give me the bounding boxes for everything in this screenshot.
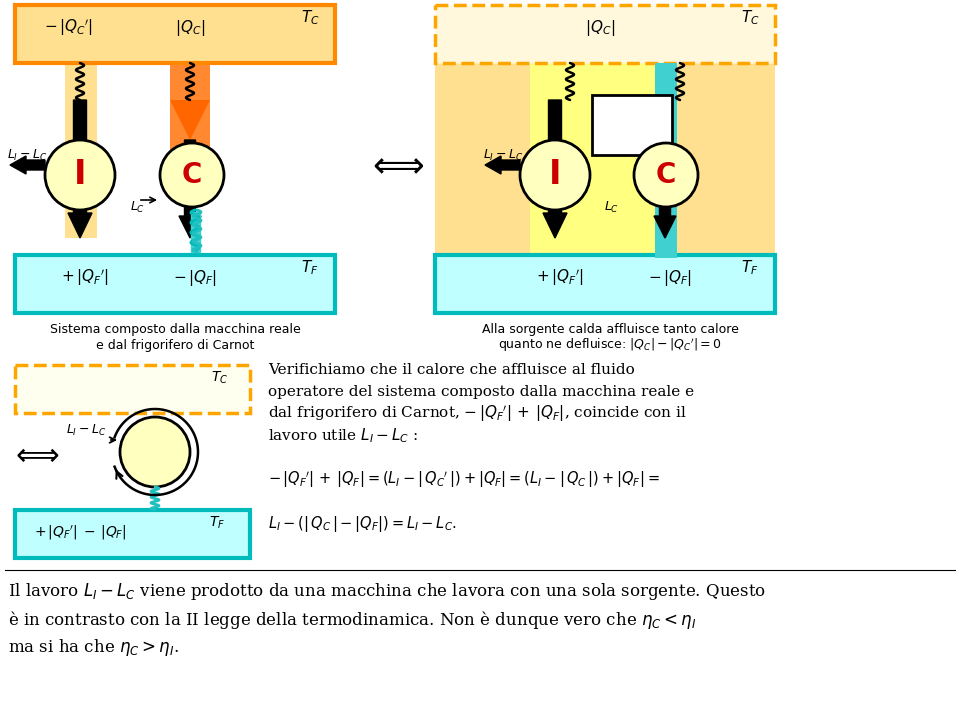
Circle shape — [634, 143, 698, 207]
Text: $\Longleftrightarrow$: $\Longleftrightarrow$ — [366, 148, 424, 182]
Text: $T_F$: $T_F$ — [741, 258, 758, 277]
Text: $L_I - L_C$: $L_I - L_C$ — [7, 148, 47, 163]
Bar — [435, 5, 775, 63]
Circle shape — [45, 140, 115, 210]
Text: $T_C$: $T_C$ — [741, 9, 759, 27]
Text: I: I — [549, 159, 562, 191]
Text: $L_C$: $L_C$ — [605, 199, 619, 214]
Polygon shape — [190, 212, 200, 252]
Text: $-\,|Q_F{}^{\prime}|\,+\,|Q_F| = (L_I - |\,Q_C{}^{\prime}\,|) + |Q_F| = (L_I - |: $-\,|Q_F{}^{\prime}|\,+\,|Q_F| = (L_I - … — [268, 470, 660, 491]
Text: $-\,|Q_C{}^{\prime}|$: $-\,|Q_C{}^{\prime}|$ — [43, 18, 92, 39]
Text: $|Q_C|$: $|Q_C|$ — [585, 18, 615, 38]
Polygon shape — [179, 140, 201, 238]
Text: Il lavoro $L_I - L_C$ viene prodotto da una macchina che lavora con una sola sor: Il lavoro $L_I - L_C$ viene prodotto da … — [8, 581, 766, 603]
Bar — [15, 255, 335, 313]
Text: $L_I - L_C$: $L_I - L_C$ — [483, 148, 523, 163]
Text: $L_C$: $L_C$ — [131, 199, 146, 214]
Text: $|Q_C|$: $|Q_C|$ — [175, 18, 205, 38]
Text: $T_F$: $T_F$ — [301, 258, 319, 277]
Polygon shape — [543, 100, 567, 238]
Polygon shape — [68, 100, 92, 238]
Text: I: I — [74, 159, 86, 191]
Bar — [15, 365, 250, 413]
Circle shape — [120, 417, 190, 487]
Text: $+\,|Q_F{}^{\prime}|$: $+\,|Q_F{}^{\prime}|$ — [61, 268, 108, 288]
Text: $-\,|Q_F|$: $-\,|Q_F|$ — [648, 268, 692, 288]
Bar — [435, 63, 775, 263]
Text: Alla sorgente calda affluisce tanto calore: Alla sorgente calda affluisce tanto calo… — [482, 323, 738, 336]
Polygon shape — [485, 156, 520, 174]
Bar — [435, 255, 775, 313]
Text: $+\,|Q_F{}^{\prime}|$: $+\,|Q_F{}^{\prime}|$ — [537, 268, 584, 288]
Polygon shape — [170, 100, 210, 140]
Bar — [655, 63, 677, 258]
Text: $T_C$: $T_C$ — [211, 370, 228, 386]
Text: quanto ne defluisce: $|Q_C| - |Q_C{}^{\prime}| = 0$: quanto ne defluisce: $|Q_C| - |Q_C{}^{\p… — [498, 336, 722, 353]
Text: C: C — [656, 161, 676, 189]
Text: ma si ha che $\eta_C > \eta_I$.: ma si ha che $\eta_C > \eta_I$. — [8, 638, 179, 658]
Text: dal frigorifero di Carnot, $-\,|Q_F{}^{\prime}|\,+\,|Q_F|$, coincide con il: dal frigorifero di Carnot, $-\,|Q_F{}^{\… — [268, 403, 687, 424]
Bar — [15, 5, 335, 63]
Bar — [170, 63, 210, 153]
Text: $T_F$: $T_F$ — [209, 515, 225, 531]
Text: $-\,|Q_F|$: $-\,|Q_F|$ — [173, 268, 217, 288]
Text: Verifichiamo che il calore che affluisce al fluido: Verifichiamo che il calore che affluisce… — [268, 363, 635, 377]
Text: operatore del sistema composto dalla macchina reale e: operatore del sistema composto dalla mac… — [268, 385, 694, 399]
Text: $L_I - L_C$: $L_I - L_C$ — [65, 423, 106, 438]
Circle shape — [520, 140, 590, 210]
Text: è in contrasto con la II legge della termodinamica. Non è dunque vero che $\eta_: è in contrasto con la II legge della ter… — [8, 609, 696, 631]
Text: $L_I - (|\,Q_C\,| - |Q_F|) = L_I - L_C.$: $L_I - (|\,Q_C\,| - |Q_F|) = L_I - L_C.$ — [268, 514, 457, 534]
Text: e dal frigorifero di Carnot: e dal frigorifero di Carnot — [96, 338, 254, 351]
Bar — [15, 510, 250, 558]
Bar — [65, 63, 97, 238]
Bar — [592, 95, 672, 155]
Text: Sistema composto dalla macchina reale: Sistema composto dalla macchina reale — [50, 323, 300, 336]
Text: lavoro utile $L_I - L_C$ :: lavoro utile $L_I - L_C$ : — [268, 427, 419, 446]
Text: $T_C$: $T_C$ — [300, 9, 320, 27]
Polygon shape — [10, 156, 45, 174]
Circle shape — [160, 143, 224, 207]
Text: $\Longleftrightarrow$: $\Longleftrightarrow$ — [10, 441, 60, 470]
Text: $+\,|Q_F{}^{\prime}|\;-\,|Q_F|$: $+\,|Q_F{}^{\prime}|\;-\,|Q_F|$ — [34, 524, 127, 542]
Polygon shape — [654, 155, 676, 238]
Text: C: C — [181, 161, 203, 189]
Bar — [530, 63, 660, 263]
